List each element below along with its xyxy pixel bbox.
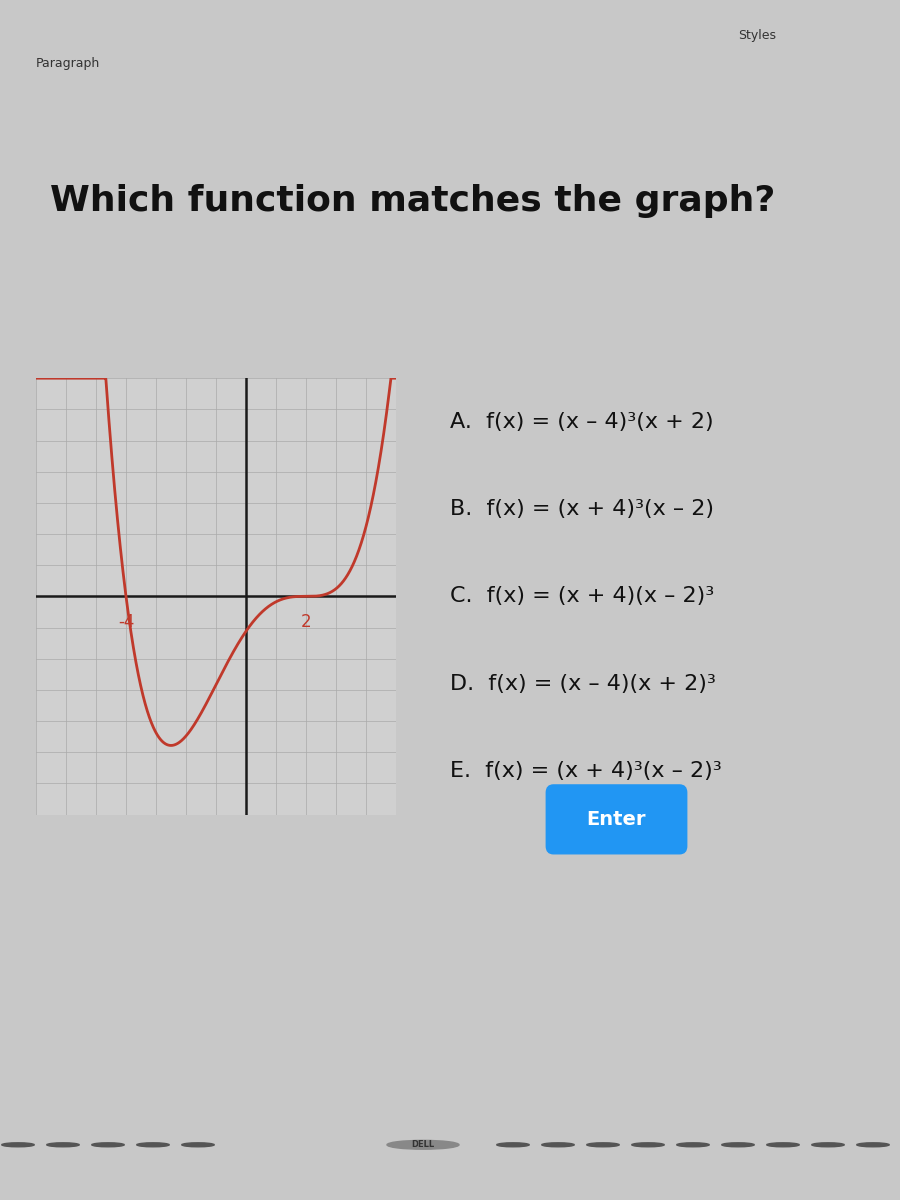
Circle shape bbox=[387, 1140, 459, 1150]
FancyBboxPatch shape bbox=[546, 785, 687, 853]
Circle shape bbox=[2, 1142, 34, 1147]
Text: Which function matches the graph?: Which function matches the graph? bbox=[50, 185, 775, 218]
Circle shape bbox=[542, 1142, 574, 1147]
Circle shape bbox=[47, 1142, 79, 1147]
Circle shape bbox=[812, 1142, 844, 1147]
Text: Styles: Styles bbox=[738, 29, 776, 42]
Circle shape bbox=[497, 1142, 529, 1147]
Text: 2: 2 bbox=[301, 613, 311, 631]
Text: Enter: Enter bbox=[587, 810, 646, 829]
Text: -4: -4 bbox=[118, 613, 134, 631]
Circle shape bbox=[767, 1142, 799, 1147]
Circle shape bbox=[137, 1142, 169, 1147]
Circle shape bbox=[857, 1142, 889, 1147]
Text: A.  f(x) = (x – 4)³(x + 2): A. f(x) = (x – 4)³(x + 2) bbox=[450, 412, 714, 432]
Circle shape bbox=[92, 1142, 124, 1147]
Circle shape bbox=[632, 1142, 664, 1147]
Text: DELL: DELL bbox=[411, 1140, 435, 1150]
Circle shape bbox=[587, 1142, 619, 1147]
Circle shape bbox=[677, 1142, 709, 1147]
Text: C.  f(x) = (x + 4)(x – 2)³: C. f(x) = (x + 4)(x – 2)³ bbox=[450, 587, 715, 606]
Text: E.  f(x) = (x + 4)³(x – 2)³: E. f(x) = (x + 4)³(x – 2)³ bbox=[450, 761, 722, 781]
Circle shape bbox=[722, 1142, 754, 1147]
Text: B.  f(x) = (x + 4)³(x – 2): B. f(x) = (x + 4)³(x – 2) bbox=[450, 499, 714, 520]
Text: D.  f(x) = (x – 4)(x + 2)³: D. f(x) = (x – 4)(x + 2)³ bbox=[450, 673, 716, 694]
Text: Paragraph: Paragraph bbox=[36, 56, 100, 70]
Circle shape bbox=[182, 1142, 214, 1147]
